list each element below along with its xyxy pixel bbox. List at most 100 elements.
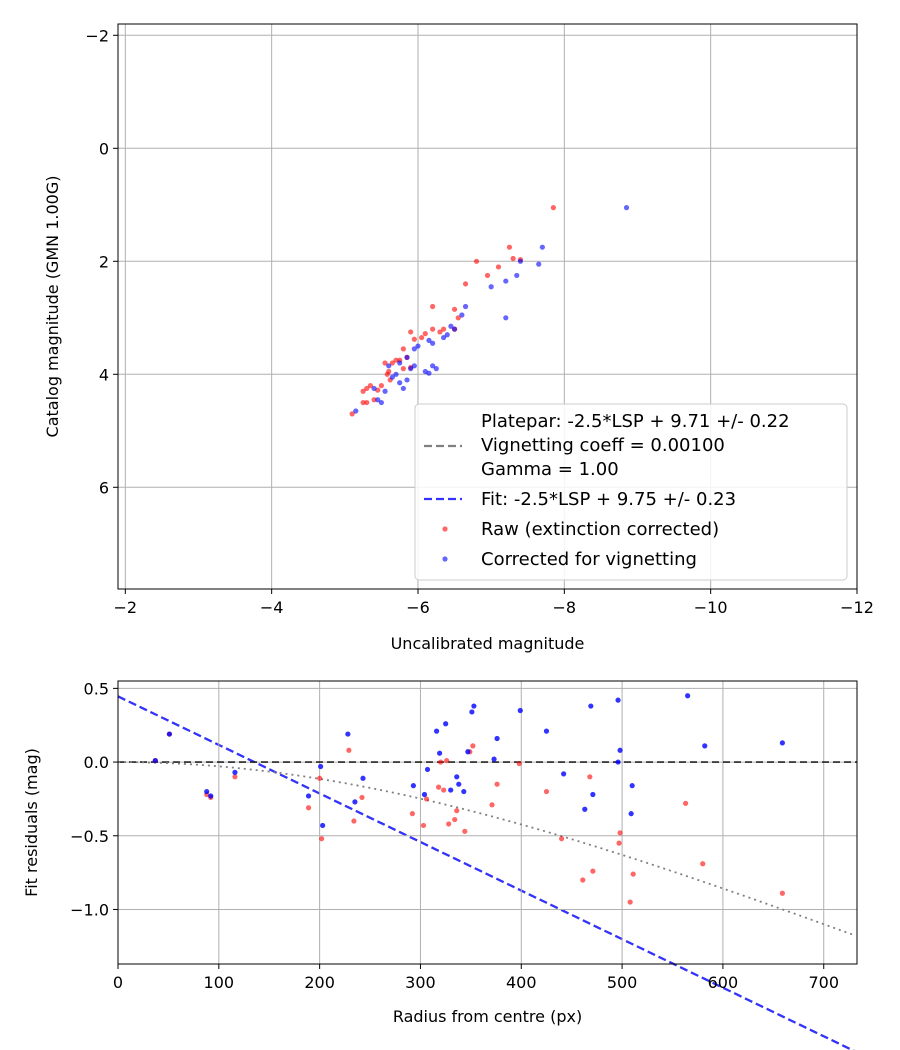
top-corrected-point bbox=[382, 388, 388, 394]
top-corrected-point bbox=[462, 303, 469, 310]
top-raw-point bbox=[437, 329, 443, 335]
top-raw-point bbox=[349, 411, 355, 417]
top-corrected-point bbox=[430, 363, 436, 369]
top-raw-point bbox=[495, 264, 502, 270]
legend-box bbox=[414, 403, 848, 581]
bottom-corrected-point bbox=[410, 783, 416, 789]
bottom-y-tick-label: 0.0 bbox=[84, 753, 109, 772]
top-y-ticks: −2 0 2 4 6 bbox=[85, 26, 118, 497]
top-raw-point bbox=[419, 334, 425, 341]
top-x-tick-label: −10 bbox=[694, 598, 728, 617]
top-data-points bbox=[349, 205, 630, 417]
legend-platepar-text: Platepar: -2.5*LSP + 9.71 +/- 0.22 bbox=[481, 411, 790, 432]
legend-raw-marker bbox=[442, 526, 448, 532]
top-corrected-point bbox=[400, 385, 406, 392]
top-raw-point bbox=[506, 244, 513, 250]
bottom-corrected-point bbox=[443, 721, 449, 727]
top-corrected-point bbox=[426, 337, 432, 343]
bottom-corrected-point bbox=[702, 743, 708, 749]
top-raw-point bbox=[462, 281, 469, 287]
top-corrected-point bbox=[389, 374, 395, 380]
bottom-corrected-point bbox=[352, 799, 358, 805]
legend-gamma-text: Gamma = 1.00 bbox=[481, 459, 619, 480]
top-raw-point bbox=[384, 371, 390, 377]
top-corrected-point bbox=[430, 340, 436, 346]
top-raw-point bbox=[484, 272, 491, 279]
bottom-corrected-point bbox=[345, 731, 351, 737]
top-corrected-point bbox=[353, 408, 359, 414]
bottom-corrected-point bbox=[615, 759, 621, 765]
bottom-y-tick-label: −0.5 bbox=[70, 827, 109, 846]
top-corrected-point bbox=[386, 363, 392, 369]
top-corrected-point bbox=[503, 278, 509, 284]
top-raw-point bbox=[430, 326, 436, 332]
bottom-corrected-point bbox=[424, 766, 431, 773]
bottom-x-axis-label: Radius from centre (px) bbox=[393, 1007, 582, 1026]
top-corrected-point bbox=[411, 363, 417, 369]
top-raw-point bbox=[378, 383, 385, 389]
top-corrected-point bbox=[378, 399, 385, 406]
top-corrected-point bbox=[393, 371, 399, 377]
top-corrected-point bbox=[404, 377, 410, 383]
top-raw-point bbox=[430, 303, 436, 310]
bottom-corrected-point bbox=[471, 703, 477, 709]
top-corrected-point bbox=[623, 205, 630, 211]
bottom-corrected-point bbox=[433, 728, 440, 734]
top-corrected-point bbox=[397, 380, 403, 386]
top-raw-point bbox=[400, 346, 406, 352]
bottom-raw-point bbox=[580, 877, 586, 883]
top-raw-point bbox=[360, 399, 366, 406]
top-corrected-point bbox=[404, 354, 410, 360]
top-y-tick-label: 6 bbox=[99, 478, 109, 497]
bottom-x-tick-label: 600 bbox=[708, 973, 739, 992]
legend: Platepar: -2.5*LSP + 9.71 +/- 0.22 Vigne… bbox=[414, 403, 848, 581]
bottom-raw-point bbox=[232, 774, 238, 780]
top-line-fit bbox=[117, 695, 855, 1050]
top-calibration-plot: −2 −4 −6 −8 −10 −12 −2 0 2 4 6 Uncalibrated magni… bbox=[43, 23, 874, 1050]
top-corrected-point bbox=[517, 258, 524, 264]
top-corrected-point bbox=[503, 315, 509, 321]
top-corrected-point bbox=[433, 366, 439, 372]
bottom-corrected-point bbox=[461, 788, 467, 795]
bottom-corrected-point bbox=[561, 771, 567, 777]
bottom-raw-point bbox=[587, 774, 593, 780]
top-raw-point bbox=[451, 306, 458, 312]
bottom-raw-point bbox=[420, 822, 427, 829]
top-corrected-point bbox=[448, 323, 454, 329]
top-raw-point bbox=[367, 383, 374, 389]
bottom-vignetting-curve bbox=[117, 761, 855, 936]
bottom-raw-point bbox=[627, 899, 633, 905]
bottom-raw-point bbox=[462, 828, 468, 834]
top-corrected-point bbox=[539, 244, 545, 250]
top-x-tick-label: −2 bbox=[114, 598, 138, 617]
bottom-raw-point bbox=[454, 808, 460, 814]
legend-fit-text: Fit: -2.5*LSP + 9.75 +/- 0.23 bbox=[481, 489, 736, 510]
bottom-corrected-point bbox=[166, 731, 173, 737]
legend-vignetting-text: Vignetting coeff = 0.00100 bbox=[481, 435, 725, 456]
top-corrected-point bbox=[444, 332, 450, 338]
top-corrected-point bbox=[375, 397, 381, 403]
top-axes-frame bbox=[117, 23, 858, 590]
bottom-corrected-point bbox=[448, 787, 454, 793]
top-raw-point bbox=[422, 331, 428, 337]
bottom-x-tick-label: 700 bbox=[808, 973, 839, 992]
bottom-raw-point bbox=[444, 757, 450, 764]
bottom-raw-point bbox=[683, 800, 689, 806]
top-x-tick-label: −6 bbox=[406, 598, 430, 617]
bottom-corrected-point bbox=[491, 756, 497, 762]
top-corrected-point bbox=[536, 261, 542, 267]
bottom-raw-point bbox=[317, 775, 323, 781]
bottom-raw-point bbox=[438, 759, 444, 765]
bottom-data-points bbox=[152, 693, 785, 905]
legend-corrected-marker bbox=[442, 556, 448, 562]
bottom-y-ticks: 0.5 0.0 −0.5 −1.0 bbox=[70, 679, 118, 919]
bottom-raw-point bbox=[319, 836, 325, 842]
top-raw-point bbox=[440, 326, 447, 332]
top-raw-point bbox=[408, 329, 414, 335]
bottom-corrected-point bbox=[628, 811, 634, 817]
top-raw-point bbox=[364, 385, 370, 392]
bottom-raw-point bbox=[351, 818, 357, 824]
top-corrected-point bbox=[411, 346, 417, 352]
bottom-reference-lines bbox=[117, 761, 857, 936]
